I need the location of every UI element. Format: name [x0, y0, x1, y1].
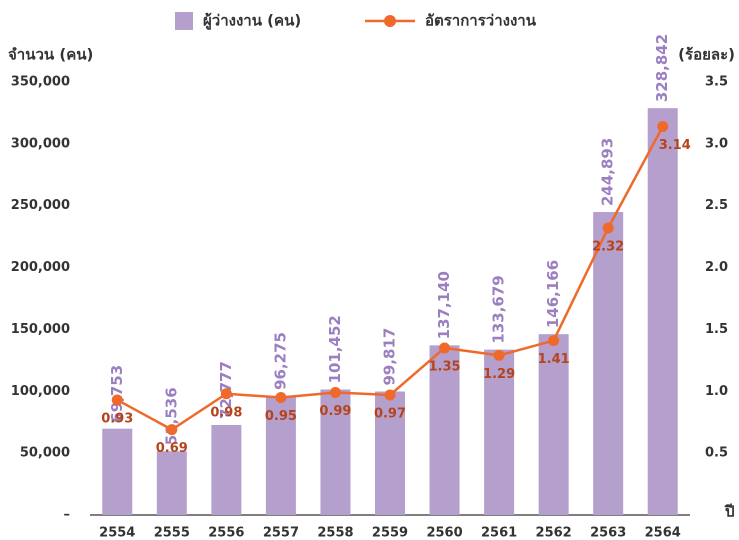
line-point — [220, 388, 232, 400]
legend-label: อัตราการว่างงาน — [425, 12, 537, 30]
y-tick-label: 50,000 — [20, 446, 70, 461]
x-tick-label: 2562 — [536, 526, 572, 540]
bar — [538, 334, 569, 515]
bar — [265, 395, 296, 515]
line-point — [439, 342, 451, 354]
y2-tick-label: 2.0 — [705, 260, 728, 275]
y2-tick-label: 3.0 — [705, 136, 728, 151]
bar — [484, 349, 515, 515]
y-tick-label: 250,000 — [11, 198, 70, 213]
bar-value-label: 96,275 — [271, 332, 289, 390]
line-point — [275, 391, 287, 403]
line-point — [166, 424, 178, 436]
line-value-label: 0.98 — [210, 405, 242, 420]
y-tick-label: 150,000 — [11, 322, 70, 337]
line-value-label: 0.99 — [319, 404, 351, 419]
x-tick-label: 2559 — [372, 526, 408, 540]
bar — [593, 212, 624, 515]
y2-tick-label: 2.5 — [705, 198, 728, 213]
y-tick-label: 300,000 — [11, 136, 70, 151]
y-tick-label: 200,000 — [11, 260, 70, 275]
x-tick-label: 2563 — [590, 526, 626, 540]
bar — [156, 451, 187, 515]
bar — [102, 428, 133, 515]
y2-axis-label: (ร้อยละ) — [678, 46, 735, 64]
y2-tick-label: 0.5 — [705, 446, 728, 461]
line-point — [602, 222, 614, 234]
legend-marker — [384, 15, 396, 27]
x-tick-label: 2558 — [317, 526, 353, 540]
x-tick-label: 2557 — [263, 526, 299, 540]
x-tick-label: 2555 — [154, 526, 190, 540]
bar-value-label: 69,753 — [108, 365, 126, 423]
x-tick-label: 2556 — [208, 526, 244, 540]
legend-swatch — [175, 12, 193, 30]
bar-value-label: 101,452 — [326, 315, 344, 383]
y2-tick-label: 3.5 — [705, 75, 728, 90]
bar — [647, 108, 678, 515]
bar-value-label: 51,536 — [162, 387, 180, 445]
x-axis-label: ปี — [724, 503, 734, 521]
line-value-label: 1.29 — [483, 367, 515, 382]
x-tick-label: 2564 — [645, 526, 681, 540]
line-value-label: 1.35 — [429, 359, 461, 374]
line-point — [111, 394, 123, 406]
bar — [320, 389, 351, 515]
bar-value-label: 328,842 — [653, 34, 671, 102]
line-value-label: 3.14 — [659, 138, 691, 153]
y-tick-label: 350,000 — [11, 75, 70, 90]
y-axis-label: จำนวน (คน) — [8, 46, 93, 64]
line-point — [384, 389, 396, 401]
bar-value-label: 137,140 — [435, 271, 453, 339]
line-value-label: 0.97 — [374, 406, 406, 421]
bar-value-label: 99,817 — [381, 328, 399, 386]
x-tick-label: 2554 — [99, 526, 135, 540]
legend-label: ผู้ว่างงาน (คน) — [203, 12, 301, 31]
line-value-label: 0.69 — [156, 441, 188, 456]
y2-tick-label: 1.0 — [705, 384, 728, 399]
bar-value-label: 244,893 — [599, 138, 617, 206]
line-value-label: 1.41 — [538, 352, 570, 367]
line-point — [657, 121, 669, 133]
line-value-label: 0.95 — [265, 409, 297, 424]
y-tick-label: – — [64, 508, 71, 523]
y-tick-label: 100,000 — [11, 384, 70, 399]
bar — [375, 391, 405, 515]
bar-value-label: 133,679 — [490, 275, 508, 343]
line-point — [329, 387, 341, 399]
bar — [429, 345, 460, 515]
line-point — [548, 335, 560, 347]
line-point — [493, 349, 505, 361]
x-tick-label: 2561 — [481, 526, 517, 540]
line-value-label: 2.32 — [592, 239, 624, 254]
x-tick-label: 2560 — [426, 526, 462, 540]
y2-tick-label: 1.5 — [705, 322, 728, 337]
bar — [211, 424, 242, 515]
line-value-label: 0.93 — [101, 411, 133, 426]
bar-value-label: 146,166 — [544, 260, 562, 328]
